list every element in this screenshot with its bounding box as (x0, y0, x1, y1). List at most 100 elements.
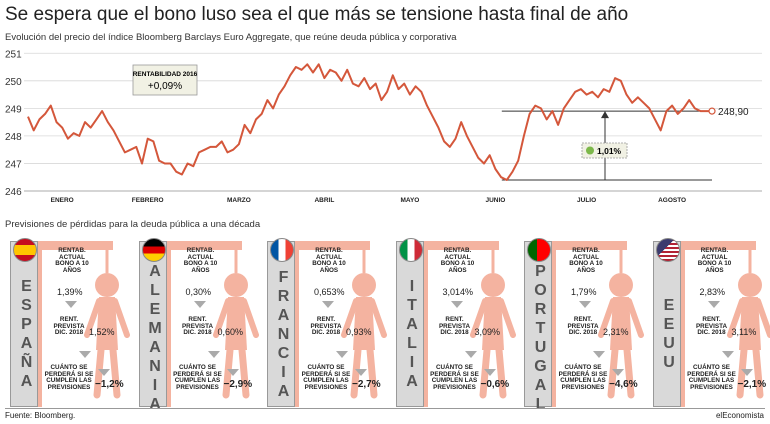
title: Se espera que el bono luso sea el que má… (5, 4, 629, 25)
flag (270, 238, 294, 262)
current-label: RENTAB. ACTUAL BONO A 10 AÑOS (569, 247, 603, 274)
gallows-bar (163, 241, 242, 250)
body (738, 297, 761, 350)
annotation-title: RENTABILIDAD 2016 (133, 71, 198, 78)
sign-post (395, 241, 424, 407)
hanging-figure (677, 241, 770, 407)
loss-label: CUÁNTO SE PERDERÁ SI SE CUMPLEN LAS PREV… (173, 364, 222, 391)
arms (212, 298, 259, 338)
divider (5, 408, 765, 409)
current-value: 0,653% (314, 287, 345, 297)
panels-title: Previsiones de pérdidas para la deuda pú… (5, 219, 261, 230)
forecast-value: 3,09% (474, 327, 501, 337)
head (480, 273, 505, 297)
panel: ALEMANIA RENTAB. ACTUAL BONO A 10 AÑOS 0,3… (134, 235, 260, 415)
arrow (612, 369, 624, 376)
forecast-value: 0,60% (217, 327, 244, 337)
head (737, 273, 762, 297)
flag (13, 238, 37, 262)
body (224, 297, 247, 350)
gallows-bar (292, 241, 370, 250)
y-tick-label: 247 (5, 159, 22, 170)
loss-value: −4,6% (609, 379, 638, 390)
end-marker (708, 107, 716, 115)
forecast-label: RENT. PREVISTA DIC. 2018 (438, 316, 471, 337)
loss-value: −1,2% (95, 379, 124, 390)
forecast-label: RENT. PREVISTA DIC. 2018 (695, 316, 728, 337)
arrow (207, 351, 220, 358)
arms (84, 298, 130, 338)
country-name: FRANCIA (275, 268, 292, 402)
loss-label: CUÁNTO SE PERDERÁ SI SE CUMPLEN LAS PREV… (687, 364, 736, 391)
country-name: ALEMANIA (146, 263, 164, 415)
panel: FRANCIA RENTAB. ACTUAL BONO A 10 AÑOS 0,65… (262, 235, 388, 407)
y-tick-label: 249 (5, 104, 22, 115)
x-tick-label: MARZO (227, 197, 251, 204)
arrow (98, 369, 110, 376)
sign-post (138, 241, 167, 407)
x-tick-label: ABRIL (314, 197, 334, 204)
forecast-value: 2,31% (603, 327, 629, 337)
forecast-value: 1,52% (89, 327, 115, 337)
x-tick-label: FEBRERO (132, 197, 164, 204)
end-label: 248,90 (718, 107, 749, 118)
y-tick-label: 250 (5, 77, 22, 88)
loss-value: −2,9% (223, 379, 253, 390)
annotation-value: 1,01% (597, 146, 622, 156)
current-label: RENTAB. ACTUAL BONO A 10 AÑOS (697, 247, 732, 274)
gallows-bar (549, 241, 627, 250)
arrow (579, 301, 591, 308)
body (481, 297, 504, 350)
arrow (322, 301, 334, 308)
arms (341, 298, 387, 338)
arrow (483, 369, 496, 376)
arrow (226, 369, 239, 376)
annotation-icon (586, 146, 594, 155)
gallows-brace (35, 241, 42, 407)
panel: ESPAÑA RENTAB. ACTUAL BONO A 10 AÑOS 1,39%… (5, 235, 131, 407)
x-tick-label: AGOSTO (658, 197, 686, 204)
current-label: RENTAB. ACTUAL BONO A 10 AÑOS (440, 247, 475, 274)
current-value: 3,014% (442, 287, 474, 297)
flag (527, 238, 551, 262)
sign-post (10, 241, 38, 407)
x-tick-label: JUNIO (485, 197, 505, 204)
hanging-figure (163, 241, 259, 407)
loss-value: −2,7% (352, 379, 381, 390)
forecast-label: RENT. PREVISTA DIC. 2018 (53, 316, 85, 337)
current-value: 2,83% (699, 287, 726, 297)
subtitle: Evolución del precio del índice Bloomber… (5, 32, 457, 43)
arrow (721, 351, 734, 358)
gallows-bar (35, 241, 113, 250)
arrow (65, 301, 77, 308)
current-value: 0,30% (185, 287, 212, 297)
current-label: RENTAB. ACTUAL BONO A 10 AÑOS (55, 247, 89, 274)
x-tick-label: MAYO (400, 197, 419, 204)
gallows-bar (677, 241, 756, 250)
gallows-brace (677, 241, 685, 407)
flag (141, 238, 166, 262)
arrow (336, 351, 348, 358)
arrow (450, 301, 463, 308)
sign-post (267, 241, 295, 407)
arrow (593, 351, 605, 358)
forecast-value: 0,93% (346, 327, 372, 337)
brand: elEconomista (715, 411, 764, 420)
current-label: RENTAB. ACTUAL BONO A 10 AÑOS (312, 247, 346, 274)
annotation-value: +0,09% (148, 81, 182, 92)
country-name: EEUU (660, 297, 678, 373)
loss-label: CUÁNTO SE PERDERÁ SI SE CUMPLEN LAS PREV… (44, 364, 94, 391)
gallows-brace (549, 241, 556, 407)
arrow (79, 351, 91, 358)
gallows-brace (420, 241, 428, 407)
head (95, 273, 119, 297)
panel: EEUU RENTAB. ACTUAL BONO A 10 AÑOS 2,83% RE… (648, 235, 770, 407)
loss-label: CUÁNTO SE PERDERÁ SI SE CUMPLEN LAS PREV… (301, 364, 351, 391)
arms (598, 298, 644, 338)
body (96, 297, 118, 350)
forecast-label: RENT. PREVISTA DIC. 2018 (310, 316, 342, 337)
head (223, 273, 248, 297)
body (610, 297, 632, 350)
forecast-label: RENT. PREVISTA DIC. 2018 (181, 316, 214, 337)
